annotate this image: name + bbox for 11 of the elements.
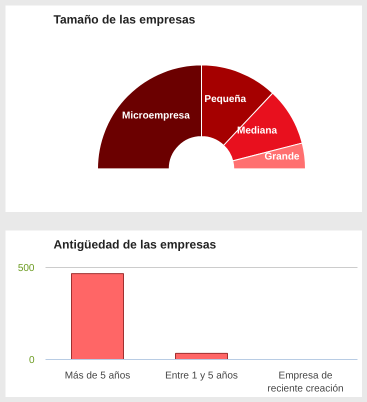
y-tick-label: 500	[18, 263, 35, 274]
x-tick-label: Más de 5 años	[64, 370, 130, 382]
x-tick-label: Empresa de reciente creación	[267, 370, 344, 395]
slice-label: Grande	[264, 152, 300, 163]
chart-title: Tamaño de las empresas	[54, 12, 196, 26]
y-tick-label: 0	[28, 355, 35, 366]
slice-label: Microempresa	[122, 110, 190, 122]
slice-label: Pequeña	[204, 94, 247, 105]
chart-title: Antigüedad de las empresas	[54, 238, 217, 252]
slice-label: Mediana	[236, 125, 278, 136]
x-tick-label: Entre 1 y 5 años	[165, 370, 238, 382]
